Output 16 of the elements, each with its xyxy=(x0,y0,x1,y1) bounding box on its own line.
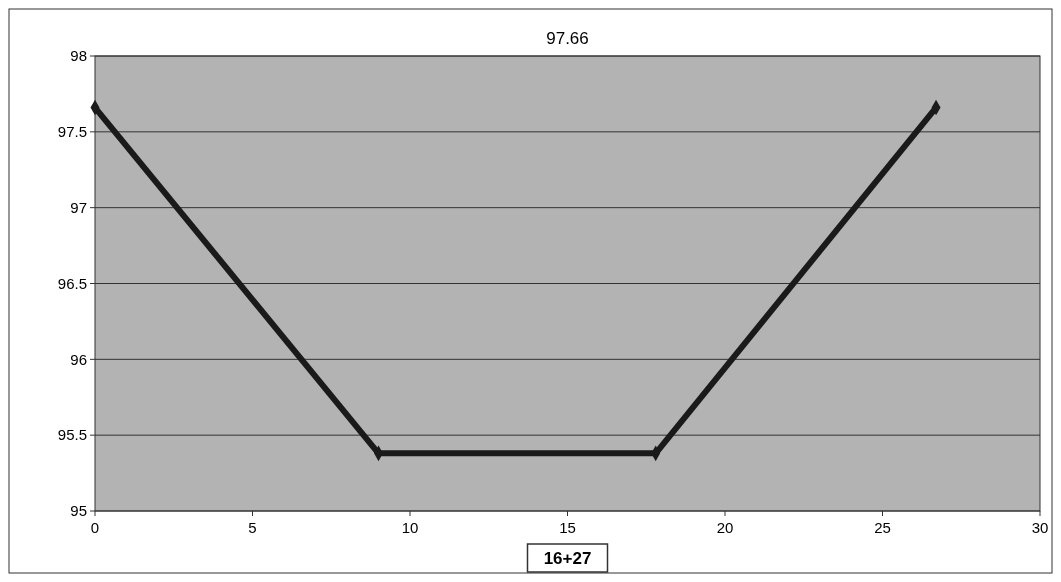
x-axis-title: 16+27 xyxy=(543,549,592,568)
y-tick-label: 95 xyxy=(70,502,87,520)
y-tick-label: 98 xyxy=(70,47,87,65)
x-tick-label: 0 xyxy=(90,519,100,536)
x-tick-label: 25 xyxy=(874,519,891,536)
y-tick-label: 97 xyxy=(70,198,87,216)
x-tick-label: 10 xyxy=(401,519,419,536)
y-tick-label: 96.5 xyxy=(57,274,87,292)
y-tick-label: 97.5 xyxy=(57,123,87,141)
x-tick-label: 20 xyxy=(716,519,734,536)
y-tick-label: 95.5 xyxy=(57,426,87,444)
x-tick-label: 15 xyxy=(559,519,576,536)
chart-title: 97.66 xyxy=(546,29,589,48)
y-tick-label: 96 xyxy=(70,350,87,368)
x-tick-label: 5 xyxy=(248,519,257,536)
x-tick-label: 30 xyxy=(1031,519,1049,536)
